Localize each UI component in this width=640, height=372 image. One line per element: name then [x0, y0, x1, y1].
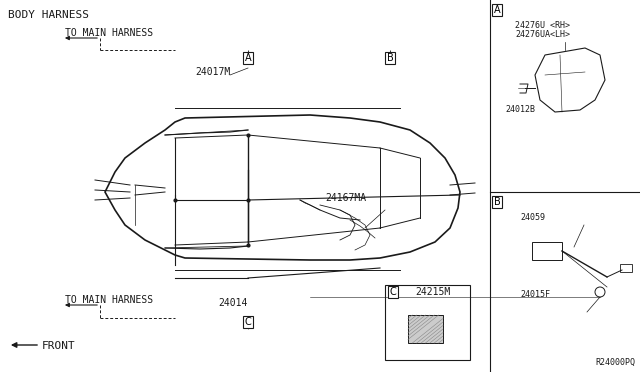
Text: 24276UA<LH>: 24276UA<LH>	[515, 30, 570, 39]
Text: TO MAIN HARNESS: TO MAIN HARNESS	[65, 28, 153, 38]
Bar	[620, 264, 632, 272]
Text: FRONT: FRONT	[42, 341, 76, 351]
Bar	[532, 242, 562, 260]
Text: A: A	[493, 5, 500, 15]
Text: C: C	[390, 287, 396, 297]
Text: TO MAIN HARNESS: TO MAIN HARNESS	[65, 295, 153, 305]
Text: 24059: 24059	[520, 213, 545, 222]
Text: 24015F: 24015F	[520, 290, 550, 299]
Text: 24276U <RH>: 24276U <RH>	[515, 21, 570, 30]
Text: 24017M: 24017M	[195, 67, 230, 77]
Text: 24215M: 24215M	[415, 287, 451, 297]
Bar	[385, 285, 470, 360]
Text: B: B	[493, 197, 500, 207]
Text: A: A	[244, 53, 252, 63]
Text: B: B	[387, 53, 394, 63]
Text: 24012B: 24012B	[505, 105, 535, 114]
Text: C: C	[244, 317, 252, 327]
Text: R24000PQ: R24000PQ	[595, 358, 635, 367]
Bar	[408, 315, 443, 343]
Text: 24014: 24014	[218, 298, 248, 308]
Text: BODY HARNESS: BODY HARNESS	[8, 10, 89, 20]
Text: 24167MA: 24167MA	[325, 193, 366, 203]
